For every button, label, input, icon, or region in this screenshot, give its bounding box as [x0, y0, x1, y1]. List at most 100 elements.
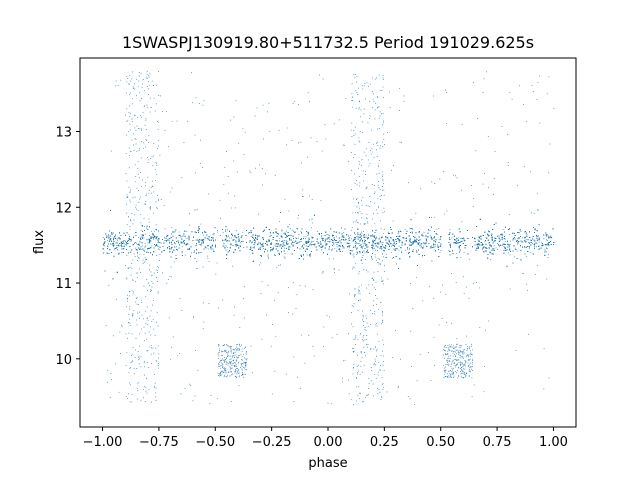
data-point — [536, 243, 538, 245]
data-point — [540, 242, 542, 244]
data-point — [383, 249, 384, 251]
data-point — [388, 231, 389, 233]
data-point — [298, 234, 300, 235]
data-point — [529, 239, 531, 241]
data-point — [114, 235, 116, 237]
data-point — [184, 254, 186, 256]
data-point — [436, 244, 438, 246]
data-point — [266, 244, 267, 246]
data-point — [329, 235, 331, 236]
data-point — [504, 249, 506, 251]
data-point — [283, 232, 284, 234]
data-point — [117, 249, 118, 251]
data-point — [354, 233, 355, 234]
data-point — [153, 231, 155, 233]
data-point — [170, 266, 172, 268]
data-point — [419, 242, 421, 243]
data-point — [323, 240, 324, 241]
data-point — [132, 197, 134, 199]
data-point — [189, 237, 190, 239]
data-point — [421, 245, 422, 247]
data-point — [431, 247, 432, 249]
data-point — [151, 230, 152, 232]
data-point — [409, 238, 411, 240]
data-point — [398, 236, 399, 237]
data-point — [297, 237, 299, 239]
data-point — [545, 245, 547, 247]
data-point — [279, 240, 280, 242]
data-point — [175, 243, 176, 245]
data-point — [261, 246, 263, 248]
data-point — [362, 243, 364, 245]
data-point — [120, 238, 121, 239]
data-point — [543, 238, 545, 240]
data-point — [281, 230, 283, 232]
data-point — [422, 233, 423, 235]
data-point — [336, 246, 338, 248]
data-point — [376, 236, 377, 238]
data-point — [172, 246, 173, 248]
data-point — [509, 240, 511, 242]
data-point — [548, 235, 549, 237]
data-point — [503, 246, 505, 247]
data-point — [250, 232, 252, 234]
data-point — [254, 246, 255, 248]
data-point — [536, 246, 537, 248]
data-point — [375, 243, 377, 244]
data-point — [353, 239, 355, 241]
data-point — [256, 235, 258, 237]
data-point — [214, 233, 215, 235]
data-point — [546, 234, 548, 236]
data-point — [547, 240, 548, 241]
data-point — [431, 217, 432, 218]
data-point — [113, 246, 114, 248]
data-point — [331, 240, 333, 241]
data-point — [352, 254, 354, 256]
data-point — [544, 244, 546, 245]
data-point — [371, 257, 373, 259]
data-point — [485, 237, 487, 239]
data-point — [504, 241, 506, 242]
data-point — [371, 243, 373, 245]
data-point — [284, 247, 285, 249]
data-point — [405, 249, 407, 251]
data-point — [305, 238, 306, 239]
data-point — [126, 243, 128, 244]
data-point — [168, 238, 170, 240]
data-point — [178, 231, 180, 233]
data-point — [385, 253, 387, 255]
data-point — [435, 245, 436, 247]
data-point — [202, 266, 204, 268]
data-point — [279, 238, 281, 239]
data-point — [231, 237, 232, 239]
data-point — [547, 236, 549, 238]
data-point — [224, 247, 225, 249]
data-point — [104, 242, 106, 243]
data-point — [139, 253, 141, 255]
data-point — [363, 239, 365, 241]
data-point — [243, 247, 245, 248]
data-point — [509, 234, 510, 236]
data-point — [321, 249, 322, 251]
data-point — [436, 228, 438, 230]
data-point — [535, 228, 536, 230]
data-point — [157, 242, 159, 243]
data-point — [279, 245, 281, 247]
data-point — [376, 246, 378, 248]
data-point — [235, 240, 237, 241]
data-point — [522, 237, 523, 239]
data-point — [253, 237, 254, 239]
data-point — [538, 245, 540, 247]
data-point — [117, 240, 118, 242]
data-point — [286, 230, 287, 232]
data-point — [373, 236, 374, 238]
data-point — [336, 236, 337, 238]
data-point — [484, 241, 486, 243]
data-point — [459, 241, 461, 243]
data-point — [240, 242, 241, 244]
data-point — [363, 235, 364, 236]
data-point — [440, 238, 441, 240]
data-point — [135, 272, 137, 274]
data-point — [426, 241, 428, 242]
